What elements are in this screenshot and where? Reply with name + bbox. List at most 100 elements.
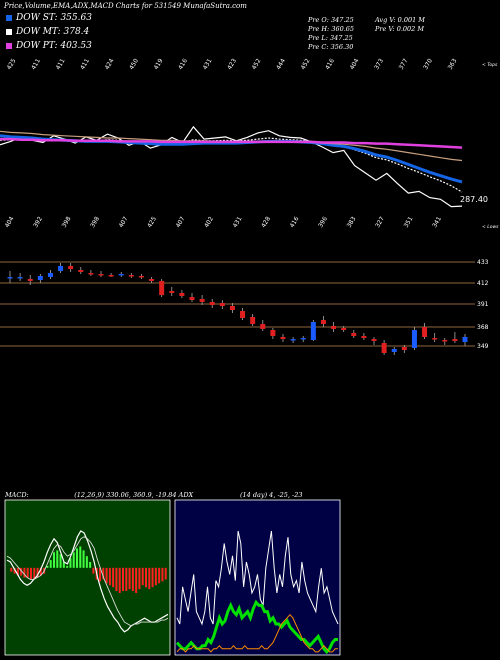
candle-body <box>219 303 225 306</box>
macd-histogram-bar <box>141 567 144 586</box>
macd-histogram-bar <box>26 567 29 578</box>
candle-body <box>351 333 357 336</box>
candle-body <box>260 324 266 329</box>
candle-body <box>189 297 195 300</box>
macd-histogram-bar <box>49 560 52 568</box>
top-tick-label: 423 <box>226 57 238 71</box>
candle-body <box>68 266 74 269</box>
low-tick-label: 351 <box>403 215 415 229</box>
candle-body <box>37 276 43 280</box>
macd-histogram-bar <box>89 562 92 568</box>
low-tick-label: 407 <box>118 215 130 229</box>
candle-body <box>371 339 377 341</box>
ema-series-line <box>0 125 463 208</box>
low-tick-label: 327 <box>374 215 386 229</box>
candle-body <box>270 330 276 336</box>
candle-body <box>310 322 316 340</box>
price-level-label: 349 <box>477 343 489 350</box>
macd-histogram-bar <box>105 567 108 584</box>
macd-histogram-bar <box>53 552 55 568</box>
macd-histogram-bar <box>66 565 69 568</box>
low-tick-label: 398 <box>89 215 101 229</box>
ema-series-line <box>0 137 463 193</box>
legend-item-mt: DOW MT: 378.4 <box>6 27 89 37</box>
macd-histogram-bar <box>13 567 16 574</box>
ema-series-line <box>0 137 463 149</box>
macd-histogram-bar <box>131 567 134 592</box>
candle-body <box>179 293 185 296</box>
top-tick-label: 450 <box>128 57 140 71</box>
macd-histogram-bar <box>115 567 118 592</box>
candle-body <box>47 273 53 277</box>
ohlc-avg-volume: Avg V: 0.001 M <box>375 16 425 24</box>
top-tick-label: 452 <box>300 57 312 71</box>
price-level-label: 433 <box>477 259 489 266</box>
last-value-label: 287.40 <box>460 195 488 204</box>
top-tick-label: 416 <box>324 57 336 71</box>
top-tick-title: < Tops <box>482 62 498 68</box>
candle-body <box>290 339 296 341</box>
macd-histogram-bar <box>158 567 161 584</box>
candle-body <box>300 338 306 340</box>
macd-histogram-bar <box>135 567 138 593</box>
candle-body <box>422 327 428 337</box>
ema-series-line <box>0 130 463 162</box>
macd-params: (12,26,9) 330.06, 360.9, -19.84 ADX <box>74 491 194 499</box>
macd-histogram-bar <box>20 567 23 576</box>
candle-body <box>149 279 155 281</box>
candle-body <box>462 337 468 342</box>
macd-histogram-bar <box>108 567 111 586</box>
candle-body <box>138 276 144 278</box>
adx-series-line <box>176 613 338 653</box>
candle-body <box>128 275 134 277</box>
top-tick-label: 404 <box>349 57 361 71</box>
macd-histogram-bar <box>76 548 78 568</box>
candle-body <box>401 347 407 350</box>
ohlc-open: Pre O: 347.25 <box>308 16 354 24</box>
macd-histogram-bar <box>138 567 141 590</box>
adx-series-line <box>175 599 338 655</box>
macd-histogram-bar <box>85 556 88 568</box>
top-tick-label: 424 <box>104 57 116 71</box>
candle-body <box>381 343 387 353</box>
top-tick-label: 416 <box>177 57 189 71</box>
macd-histogram-bar <box>56 550 59 568</box>
candle-body <box>320 320 326 324</box>
low-tick-label: 392 <box>32 215 44 229</box>
candle-body <box>452 339 458 341</box>
top-tick-label: 411 <box>30 57 42 71</box>
macd-histogram-bar <box>125 567 128 592</box>
candle-body <box>108 275 114 277</box>
macd-histogram-bar <box>33 567 36 580</box>
candle-body <box>229 306 235 310</box>
macd-histogram-bar <box>59 554 62 568</box>
candle-body <box>361 336 367 338</box>
macd-histogram-bar <box>10 567 13 572</box>
candle-body <box>98 274 104 276</box>
macd-histogram-bar <box>145 567 147 588</box>
low-tick-label: 402 <box>203 215 215 229</box>
macd-histogram-bar <box>46 565 49 568</box>
candle-body <box>88 273 94 275</box>
top-tick-label: 431 <box>202 57 214 71</box>
top-tick-label: 419 <box>153 57 165 71</box>
candle-body <box>169 291 175 293</box>
low-tick-label: 428 <box>260 215 272 229</box>
price-level-label: 412 <box>477 280 489 287</box>
top-tick-label: 425 <box>6 57 18 71</box>
top-tick-label: 452 <box>251 57 263 71</box>
candle-body <box>331 326 337 329</box>
candle-body <box>78 270 84 272</box>
ohlc-low: Pre L: 347.25 <box>308 34 353 42</box>
macd-histogram-bar <box>82 550 85 568</box>
macd-histogram-bar <box>16 567 19 576</box>
top-tick-label: 377 <box>398 57 410 71</box>
candle-body <box>442 340 448 342</box>
low-tick-title: < Lows <box>482 224 499 230</box>
candle-body <box>58 266 64 271</box>
candle-body <box>7 277 13 279</box>
low-tick-label: 431 <box>232 215 244 229</box>
candle-body <box>199 299 205 302</box>
price-level-label: 391 <box>477 301 489 308</box>
low-tick-label: 341 <box>431 215 443 229</box>
